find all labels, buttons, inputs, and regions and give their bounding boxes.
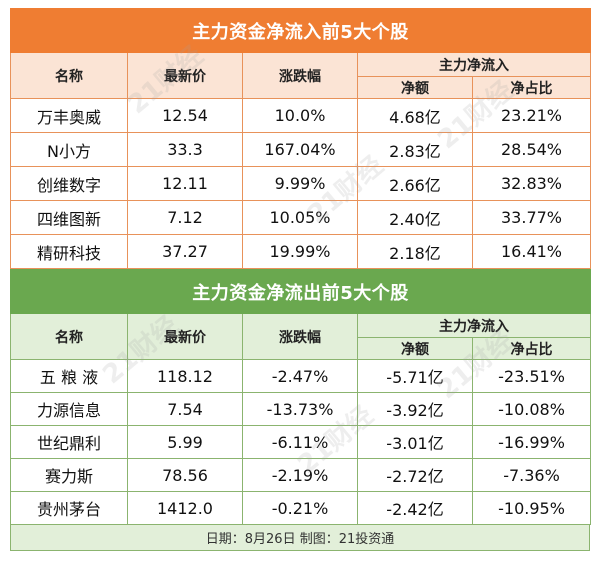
header-change: 涨跌幅 xyxy=(242,52,358,99)
stock-net: -2.42亿 xyxy=(357,491,473,525)
table-row: 精研科技 37.27 19.99% 2.18亿 16.41% xyxy=(10,234,592,269)
stock-name: 万丰奥威 xyxy=(10,98,128,133)
stock-net: -3.92亿 xyxy=(357,392,473,426)
stock-change: -13.73% xyxy=(242,392,358,426)
stock-price: 12.11 xyxy=(127,166,243,201)
stock-net: 2.66亿 xyxy=(357,166,473,201)
stock-ratio: -23.51% xyxy=(471,359,592,393)
table-row: 世纪鼎利 5.99 -6.11% -3.01亿 -16.99% xyxy=(10,425,592,459)
stock-name: N小方 xyxy=(10,132,128,167)
table-row: 四维图新 7.12 10.05% 2.40亿 33.77% xyxy=(10,200,592,235)
stock-price: 7.54 xyxy=(127,392,243,426)
outflow-panel: 主力资金净流出前5大个股 名称 最新价 涨跌幅 主力净流入 净额 净占比 五 粮… xyxy=(9,269,592,525)
header-ratio: 净占比 xyxy=(471,76,592,99)
stock-change: -6.11% xyxy=(242,425,358,459)
inflow-panel: 主力资金净流入前5大个股 名称 最新价 涨跌幅 主力净流入 净额 净占比 万丰奥… xyxy=(9,8,592,269)
stock-name: 赛力斯 xyxy=(10,458,128,492)
stock-name: 四维图新 xyxy=(10,200,128,235)
stock-change: 10.0% xyxy=(242,98,358,133)
header-group: 主力净流入 xyxy=(356,52,592,77)
stock-net: 2.40亿 xyxy=(357,200,473,235)
stock-name: 力源信息 xyxy=(10,392,128,426)
stock-ratio: 16.41% xyxy=(471,234,592,269)
stock-ratio: -16.99% xyxy=(471,425,592,459)
header-name: 名称 xyxy=(10,52,128,99)
header-price: 最新价 xyxy=(127,52,243,99)
outflow-table: 主力资金净流出前5大个股 名称 最新价 涨跌幅 主力净流入 净额 净占比 五 粮… xyxy=(9,269,592,525)
header-name: 名称 xyxy=(10,313,128,360)
stock-net: 2.83亿 xyxy=(357,132,473,167)
inflow-title: 主力资金净流入前5大个股 xyxy=(9,8,592,53)
stock-ratio: -10.95% xyxy=(471,491,592,525)
stock-net: -3.01亿 xyxy=(357,425,473,459)
table-row: 万丰奥威 12.54 10.0% 4.68亿 23.21% xyxy=(10,98,592,133)
table-row: 贵州茅台 1412.0 -0.21% -2.42亿 -10.95% xyxy=(10,491,592,525)
stock-price: 7.12 xyxy=(127,200,243,235)
stock-price: 78.56 xyxy=(127,458,243,492)
stock-price: 12.54 xyxy=(127,98,243,133)
stock-ratio: -10.08% xyxy=(471,392,592,426)
stock-ratio: 23.21% xyxy=(471,98,592,133)
stock-net: -2.72亿 xyxy=(357,458,473,492)
table-row: 五 粮 液 118.12 -2.47% -5.71亿 -23.51% xyxy=(10,359,592,393)
stock-price: 118.12 xyxy=(127,359,243,393)
stock-name: 世纪鼎利 xyxy=(10,425,128,459)
stock-change: -0.21% xyxy=(242,491,358,525)
stock-name: 创维数字 xyxy=(10,166,128,201)
header-change: 涨跌幅 xyxy=(242,313,358,360)
stock-name: 精研科技 xyxy=(10,234,128,269)
stock-name: 贵州茅台 xyxy=(10,491,128,525)
table-row: 赛力斯 78.56 -2.19% -2.72亿 -7.36% xyxy=(10,458,592,492)
stock-ratio: 28.54% xyxy=(471,132,592,167)
table-row: N小方 33.3 167.04% 2.83亿 28.54% xyxy=(10,132,592,167)
stock-change: -2.47% xyxy=(242,359,358,393)
header-group: 主力净流入 xyxy=(356,313,592,338)
stock-change: 167.04% xyxy=(242,132,358,167)
header-price: 最新价 xyxy=(127,313,243,360)
stock-change: 9.99% xyxy=(242,166,358,201)
stock-price: 5.99 xyxy=(127,425,243,459)
table-row: 力源信息 7.54 -13.73% -3.92亿 -10.08% xyxy=(10,392,592,426)
outflow-title: 主力资金净流出前5大个股 xyxy=(9,269,592,314)
stock-price: 33.3 xyxy=(127,132,243,167)
header-net: 净额 xyxy=(357,76,473,99)
footer-credit: 日期：8月26日 制图：21投资通 xyxy=(10,525,590,551)
stock-change: -2.19% xyxy=(242,458,358,492)
stock-net: 2.18亿 xyxy=(357,234,473,269)
header-ratio: 净占比 xyxy=(471,337,592,360)
stock-price: 1412.0 xyxy=(127,491,243,525)
header-net: 净额 xyxy=(357,337,473,360)
stock-ratio: 32.83% xyxy=(471,166,592,201)
stock-ratio: 33.77% xyxy=(471,200,592,235)
stock-net: -5.71亿 xyxy=(357,359,473,393)
stock-change: 10.05% xyxy=(242,200,358,235)
stock-net: 4.68亿 xyxy=(357,98,473,133)
inflow-table: 主力资金净流入前5大个股 名称 最新价 涨跌幅 主力净流入 净额 净占比 万丰奥… xyxy=(9,8,592,269)
stock-ratio: -7.36% xyxy=(471,458,592,492)
table-row: 创维数字 12.11 9.99% 2.66亿 32.83% xyxy=(10,166,592,201)
stock-price: 37.27 xyxy=(127,234,243,269)
stock-name: 五 粮 液 xyxy=(10,359,128,393)
stock-change: 19.99% xyxy=(242,234,358,269)
